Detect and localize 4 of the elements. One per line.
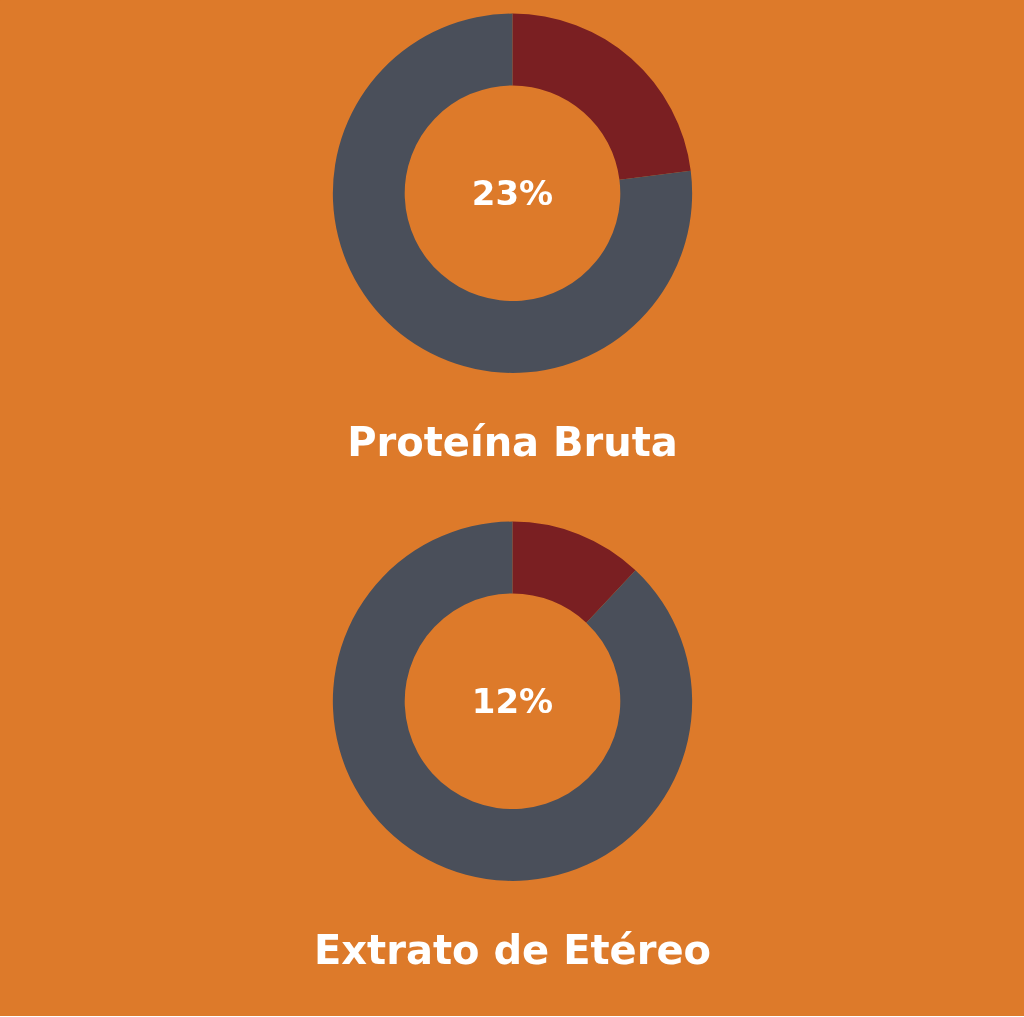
text: 23%	[471, 173, 554, 214]
text: Proteína Bruta	[347, 418, 678, 465]
text: Extrato de Etéreo	[313, 926, 712, 973]
text: 12%	[471, 681, 554, 722]
